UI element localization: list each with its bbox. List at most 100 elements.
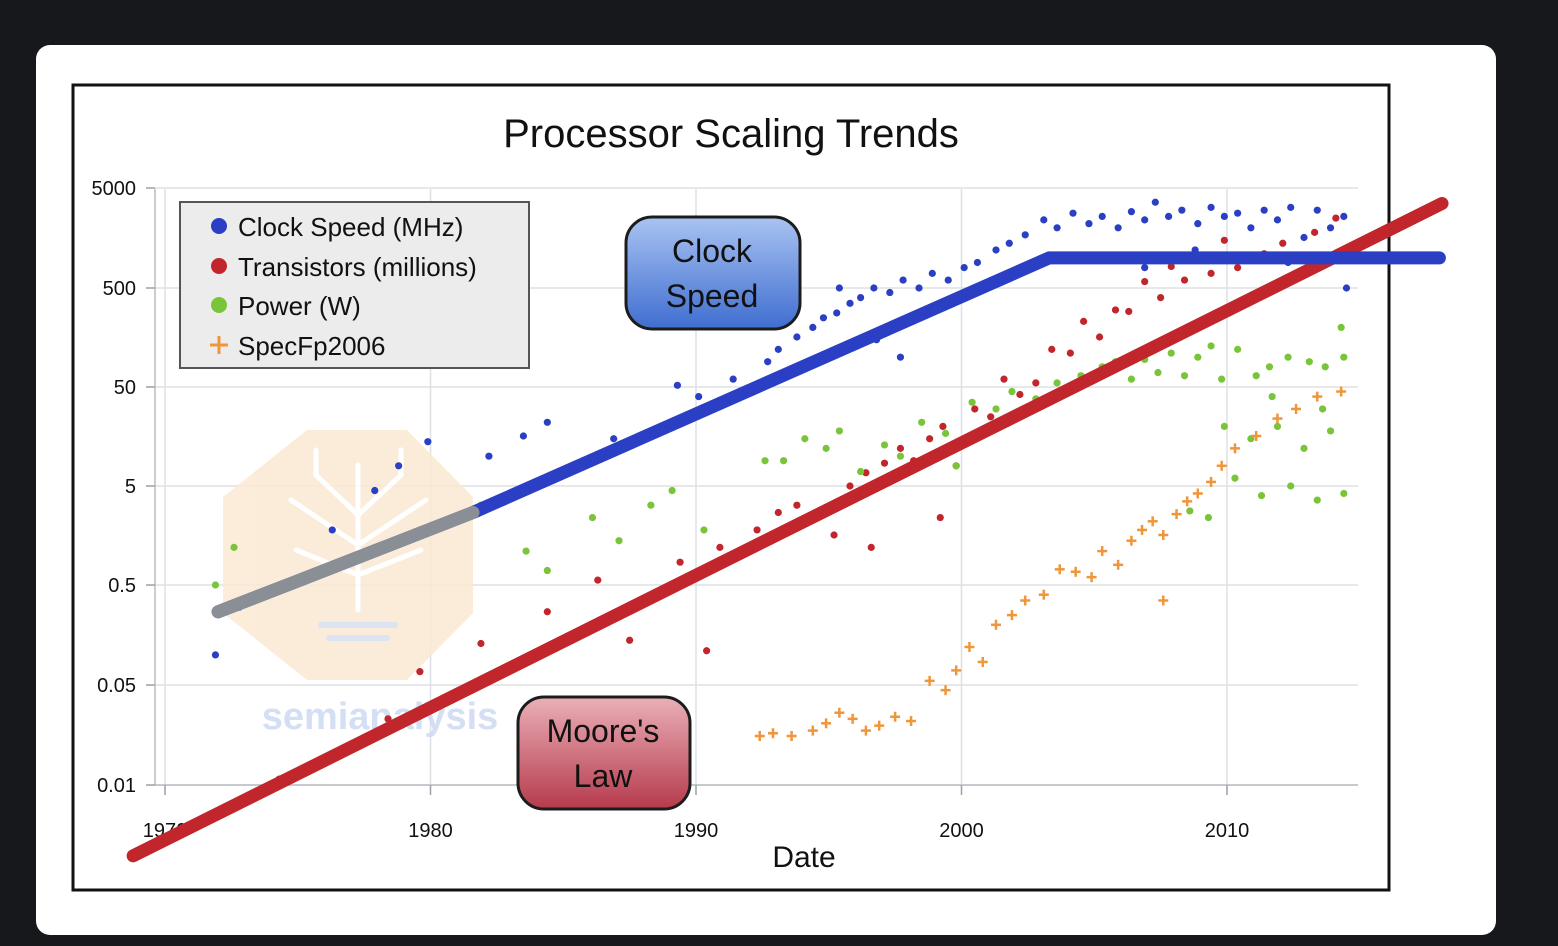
clock-speed-point xyxy=(1260,206,1268,214)
specfp-point xyxy=(1229,443,1240,454)
clock-speed-point xyxy=(395,462,403,470)
clock-speed-point xyxy=(870,284,878,292)
specfp-point xyxy=(991,619,1002,630)
power-point xyxy=(1287,482,1295,490)
y-tick-label: 50 xyxy=(114,377,136,399)
specfp-point xyxy=(1006,610,1017,621)
clock-speed-point xyxy=(1021,231,1029,239)
specfp-point xyxy=(1291,403,1302,414)
power-point xyxy=(615,537,623,545)
chart-title: Processor Scaling Trends xyxy=(503,112,959,156)
power-point xyxy=(211,581,220,589)
transistor-point xyxy=(1234,263,1242,272)
clock-speed-point xyxy=(992,246,1000,254)
clock-speed-point xyxy=(1220,212,1228,220)
clock-speed-point xyxy=(729,375,737,383)
y-tick-label: 5 xyxy=(125,476,136,498)
clock-speed-point xyxy=(1300,233,1308,242)
power-point xyxy=(700,526,708,534)
power-point xyxy=(780,457,788,465)
specfp-point xyxy=(1020,595,1031,606)
power-point xyxy=(761,457,769,465)
power-point xyxy=(1053,379,1061,387)
clock-speed-point xyxy=(1114,224,1122,232)
specfp-point xyxy=(924,675,935,686)
specfp-point xyxy=(1038,589,1049,600)
transistor-point xyxy=(793,501,801,509)
transistor-point xyxy=(846,482,854,490)
transistor-point xyxy=(1157,293,1165,302)
clock-speed-point xyxy=(944,276,952,284)
clock-speed-point xyxy=(1326,224,1335,232)
clock-speed-bubble xyxy=(624,215,802,331)
specfp-point xyxy=(1182,496,1193,507)
transistor-point xyxy=(477,639,485,648)
specfp-point xyxy=(786,731,797,742)
power-point xyxy=(1284,353,1292,361)
power-point xyxy=(1318,405,1327,413)
transistor-point xyxy=(830,531,838,539)
specfp-point xyxy=(1158,529,1169,540)
y-tick-label: 0.5 xyxy=(108,575,136,597)
specfp-point xyxy=(1192,488,1203,499)
specfp-point xyxy=(860,725,871,736)
power-point xyxy=(835,427,843,435)
power-point xyxy=(1265,363,1274,371)
clock-speed-point xyxy=(896,353,905,361)
power-point xyxy=(1127,375,1136,383)
clock-speed-point xyxy=(1085,220,1093,228)
clock-speed-point xyxy=(1040,216,1048,224)
clock-speed-point xyxy=(1141,216,1149,224)
transistor-point xyxy=(1141,277,1149,286)
clock-speed-point xyxy=(1342,284,1351,292)
watermark-circuit-icon xyxy=(288,447,429,613)
power-point xyxy=(1321,363,1329,371)
y-tick-labels: 5000 500 50 5 0.5 0.05 0.01 xyxy=(92,178,155,797)
power-point xyxy=(1194,353,1202,361)
specfp-point xyxy=(964,641,975,652)
power-point xyxy=(1180,372,1189,380)
watermark-bulb-base xyxy=(318,622,398,628)
specfp-point xyxy=(1158,595,1169,606)
power-point xyxy=(880,441,889,449)
clock-speed-point xyxy=(833,309,841,317)
clock-speed-point xyxy=(1069,209,1077,217)
watermark-bulb-base-2 xyxy=(326,635,390,641)
transistor-point xyxy=(936,513,944,522)
clock-speed-point xyxy=(371,486,379,495)
specfp-point xyxy=(1171,509,1182,520)
clock-speed-point xyxy=(1194,220,1202,228)
specfp-point xyxy=(1206,476,1217,487)
y-tick-label: 500 xyxy=(103,278,136,300)
clock-speed-point xyxy=(328,526,336,534)
specfp-point xyxy=(1312,391,1323,402)
transistor-point xyxy=(416,668,424,676)
chart-card: Processor Scaling Trends 5000 500 50 5 0.5 0.… xyxy=(36,45,1496,935)
power-point xyxy=(1218,375,1226,383)
power-point xyxy=(543,566,551,575)
transistor-point xyxy=(594,576,602,584)
transistor-point xyxy=(939,422,947,430)
clock-speed-point xyxy=(793,333,801,341)
legend: Clock Speed (MHz) Transistors (millions)… xyxy=(179,201,530,369)
specfp-point xyxy=(834,707,845,718)
specfp-point xyxy=(874,720,885,731)
clock-speed-point xyxy=(1053,224,1061,232)
power-point xyxy=(896,452,905,460)
clock-speed-point xyxy=(774,345,782,353)
clock-speed-point xyxy=(886,288,894,297)
clock-speed-point xyxy=(1141,263,1149,272)
power-point xyxy=(1008,387,1016,396)
specfp-point xyxy=(1137,524,1148,535)
transistor-point xyxy=(1311,228,1319,236)
transistor-point xyxy=(1000,375,1008,383)
transistor-point xyxy=(1048,345,1056,353)
power-point xyxy=(918,418,926,426)
power-point xyxy=(668,486,676,495)
power-point xyxy=(992,405,1000,413)
transistor-point xyxy=(1066,349,1074,357)
power-point xyxy=(647,501,655,509)
specfp-point xyxy=(1113,559,1124,570)
clock-speed-point xyxy=(424,438,432,446)
power-point xyxy=(1268,392,1276,401)
